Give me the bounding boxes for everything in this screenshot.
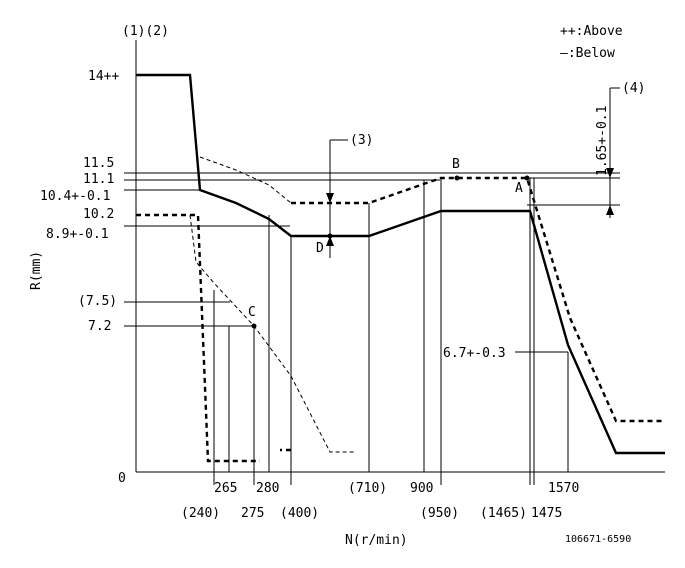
point-b-label: B <box>452 157 460 172</box>
note4-dimension: 1.65+-0.1 <box>595 106 610 176</box>
point-a-label: A <box>515 181 523 196</box>
x-label-265: 265 <box>214 481 237 496</box>
footer-code: 106671-6590 <box>565 534 631 545</box>
legend-below: —:Below <box>560 46 615 61</box>
y-label-10-4: 10.4+-0.1 <box>40 189 110 204</box>
x-label-710: (710) <box>348 481 387 496</box>
note3-arrow-down <box>326 193 334 203</box>
y-label-14: 14++ <box>88 69 119 84</box>
legend-above: ++:Above <box>560 24 623 39</box>
note4-label: (4) <box>622 81 645 96</box>
note4-arrow-up <box>606 205 614 215</box>
below-curve-drop <box>190 213 260 463</box>
x-label-1570: 1570 <box>548 481 579 496</box>
y-label-11-1: 11.1 <box>83 172 114 187</box>
x-label-1465: (1465) <box>480 506 527 521</box>
y-label-7-5: (7.5) <box>78 294 117 309</box>
note3-label: (3) <box>350 133 373 148</box>
label-1-2: (1)(2) <box>122 24 169 39</box>
x-label-900: 900 <box>410 481 433 496</box>
x-label-1475: 1475 <box>531 506 562 521</box>
val67-label: 6.7+-0.3 <box>443 346 506 361</box>
point-a <box>524 175 530 181</box>
note3-arrow-up <box>326 236 334 246</box>
y-axis-label: R(mm) <box>29 251 44 290</box>
point-c-label: C <box>248 305 256 320</box>
y-label-10-2: 10.2 <box>83 207 114 222</box>
x-axis-label: N(r/min) <box>345 533 408 548</box>
x-label-280: 280 <box>256 481 279 496</box>
note4-arrow-down <box>606 168 614 178</box>
y-label-0: 0 <box>118 471 126 486</box>
y-label-7-2: 7.2 <box>88 319 111 334</box>
above-curve-main <box>291 176 665 423</box>
y-label-8-9: 8.9+-0.1 <box>46 227 109 242</box>
x-label-950: (950) <box>420 506 459 521</box>
x-label-400: (400) <box>280 506 319 521</box>
x-label-240: (240) <box>181 506 220 521</box>
x-label-275: 275 <box>241 506 264 521</box>
above-curve-upper <box>199 156 292 204</box>
point-b <box>454 175 460 181</box>
point-c <box>251 323 257 329</box>
below-curve-main <box>136 73 665 455</box>
point-d-label: D <box>316 241 324 256</box>
y-label-11-5: 11.5 <box>83 156 114 171</box>
above-curve-lower <box>189 214 356 453</box>
